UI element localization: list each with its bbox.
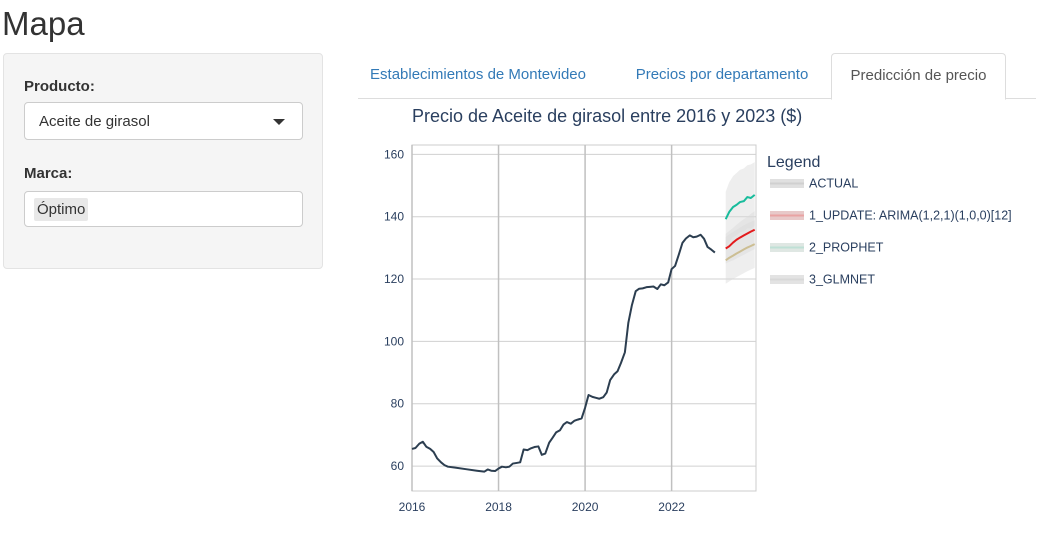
product-label: Producto: [24,78,95,95]
product-select[interactable]: Aceite de girasol [24,102,303,140]
plot-area [411,144,757,492]
legend-title: Legend [767,154,820,171]
series-line-3 [725,243,756,262]
tab-establecimientos[interactable]: Establecimientos de Montevideo [370,66,586,83]
legend-entry-label: 2_PROPHET [809,241,884,255]
y-tick-label: 120 [384,272,404,286]
price-forecast-chart: Precio de Aceite de girasol entre 2016 y… [384,106,1012,514]
tab-precios-departamento[interactable]: Precios por departamento [635,66,809,83]
legend-entry-label: 3_GLMNET [809,273,875,287]
series-line-1 [725,228,756,250]
page-title: Mapa [2,5,85,42]
chevron-down-icon [273,119,285,125]
y-tick-label: 60 [391,459,405,473]
brand-label: Marca: [24,165,73,182]
tab-bar: Establecimientos de Montevideo Precios p… [358,53,1036,100]
sidebar-panel: Producto: Aceite de girasol Marca: Óptim… [3,53,323,269]
series-line-2 [724,194,756,220]
brand-input[interactable]: Óptimo [24,191,303,227]
x-tick-label: 2016 [399,500,426,514]
y-tick-label: 140 [384,210,404,224]
x-tick-label: 2020 [572,500,599,514]
tab-prediccion[interactable]: Predicción de precio [831,53,1006,100]
y-tick-label: 160 [384,147,404,161]
forecast-band-2 [725,162,755,248]
chart-title: Precio de Aceite de girasol entre 2016 y… [412,106,802,126]
y-tick-label: 80 [391,397,405,411]
y-tick-label: 100 [384,334,404,348]
brand-chip[interactable]: Óptimo [34,198,89,221]
series-line-0 [411,233,716,473]
x-tick-label: 2022 [658,500,685,514]
legend-entry-label: 1_UPDATE: ARIMA(1,2,1)(1,0,0)[12] [809,209,1012,223]
legend-entry-label: ACTUAL [809,177,858,191]
x-tick-label: 2018 [485,500,512,514]
product-select-value: Aceite de girasol [39,113,150,130]
chart-legend: Legend ACTUAL 1_UPDATE: ARIMA(1,2,1)(1,0,… [767,154,1012,287]
